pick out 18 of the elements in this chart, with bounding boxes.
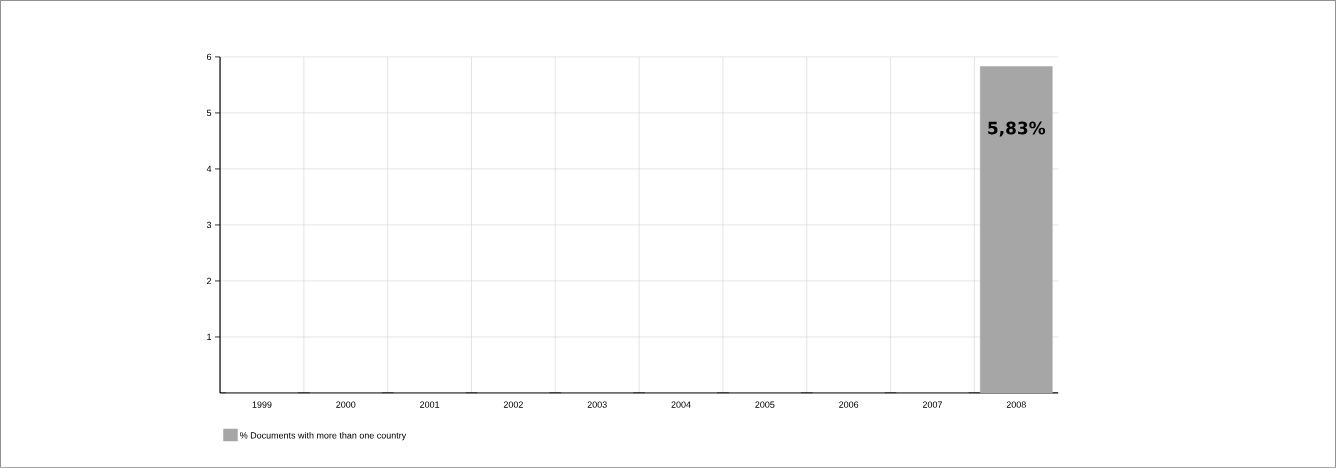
x-tick-label: 1999 <box>252 401 272 408</box>
x-tick-label: 2007 <box>922 401 942 408</box>
y-tick-label: 4 <box>206 165 212 173</box>
legend-label: % Documents with more than one country <box>240 432 407 441</box>
y-tick-label: 6 <box>206 53 212 61</box>
x-tick-label: 2001 <box>420 401 440 408</box>
x-tick-label: 2004 <box>671 401 691 408</box>
y-tick-label: 5 <box>206 109 212 117</box>
y-tick-label: 2 <box>206 277 212 285</box>
x-tick-label: 2000 <box>336 401 356 408</box>
y-tick-label: 3 <box>206 221 212 229</box>
x-tick-label: 2003 <box>587 401 607 408</box>
data-label: 5,83% <box>988 121 1046 137</box>
x-tick-label: 2006 <box>839 401 859 408</box>
x-tick-label: 2008 <box>1006 401 1026 408</box>
y-tick-label: 1 <box>207 333 212 341</box>
x-tick-label: 2005 <box>755 401 775 408</box>
x-tick-label: 2002 <box>503 401 523 408</box>
